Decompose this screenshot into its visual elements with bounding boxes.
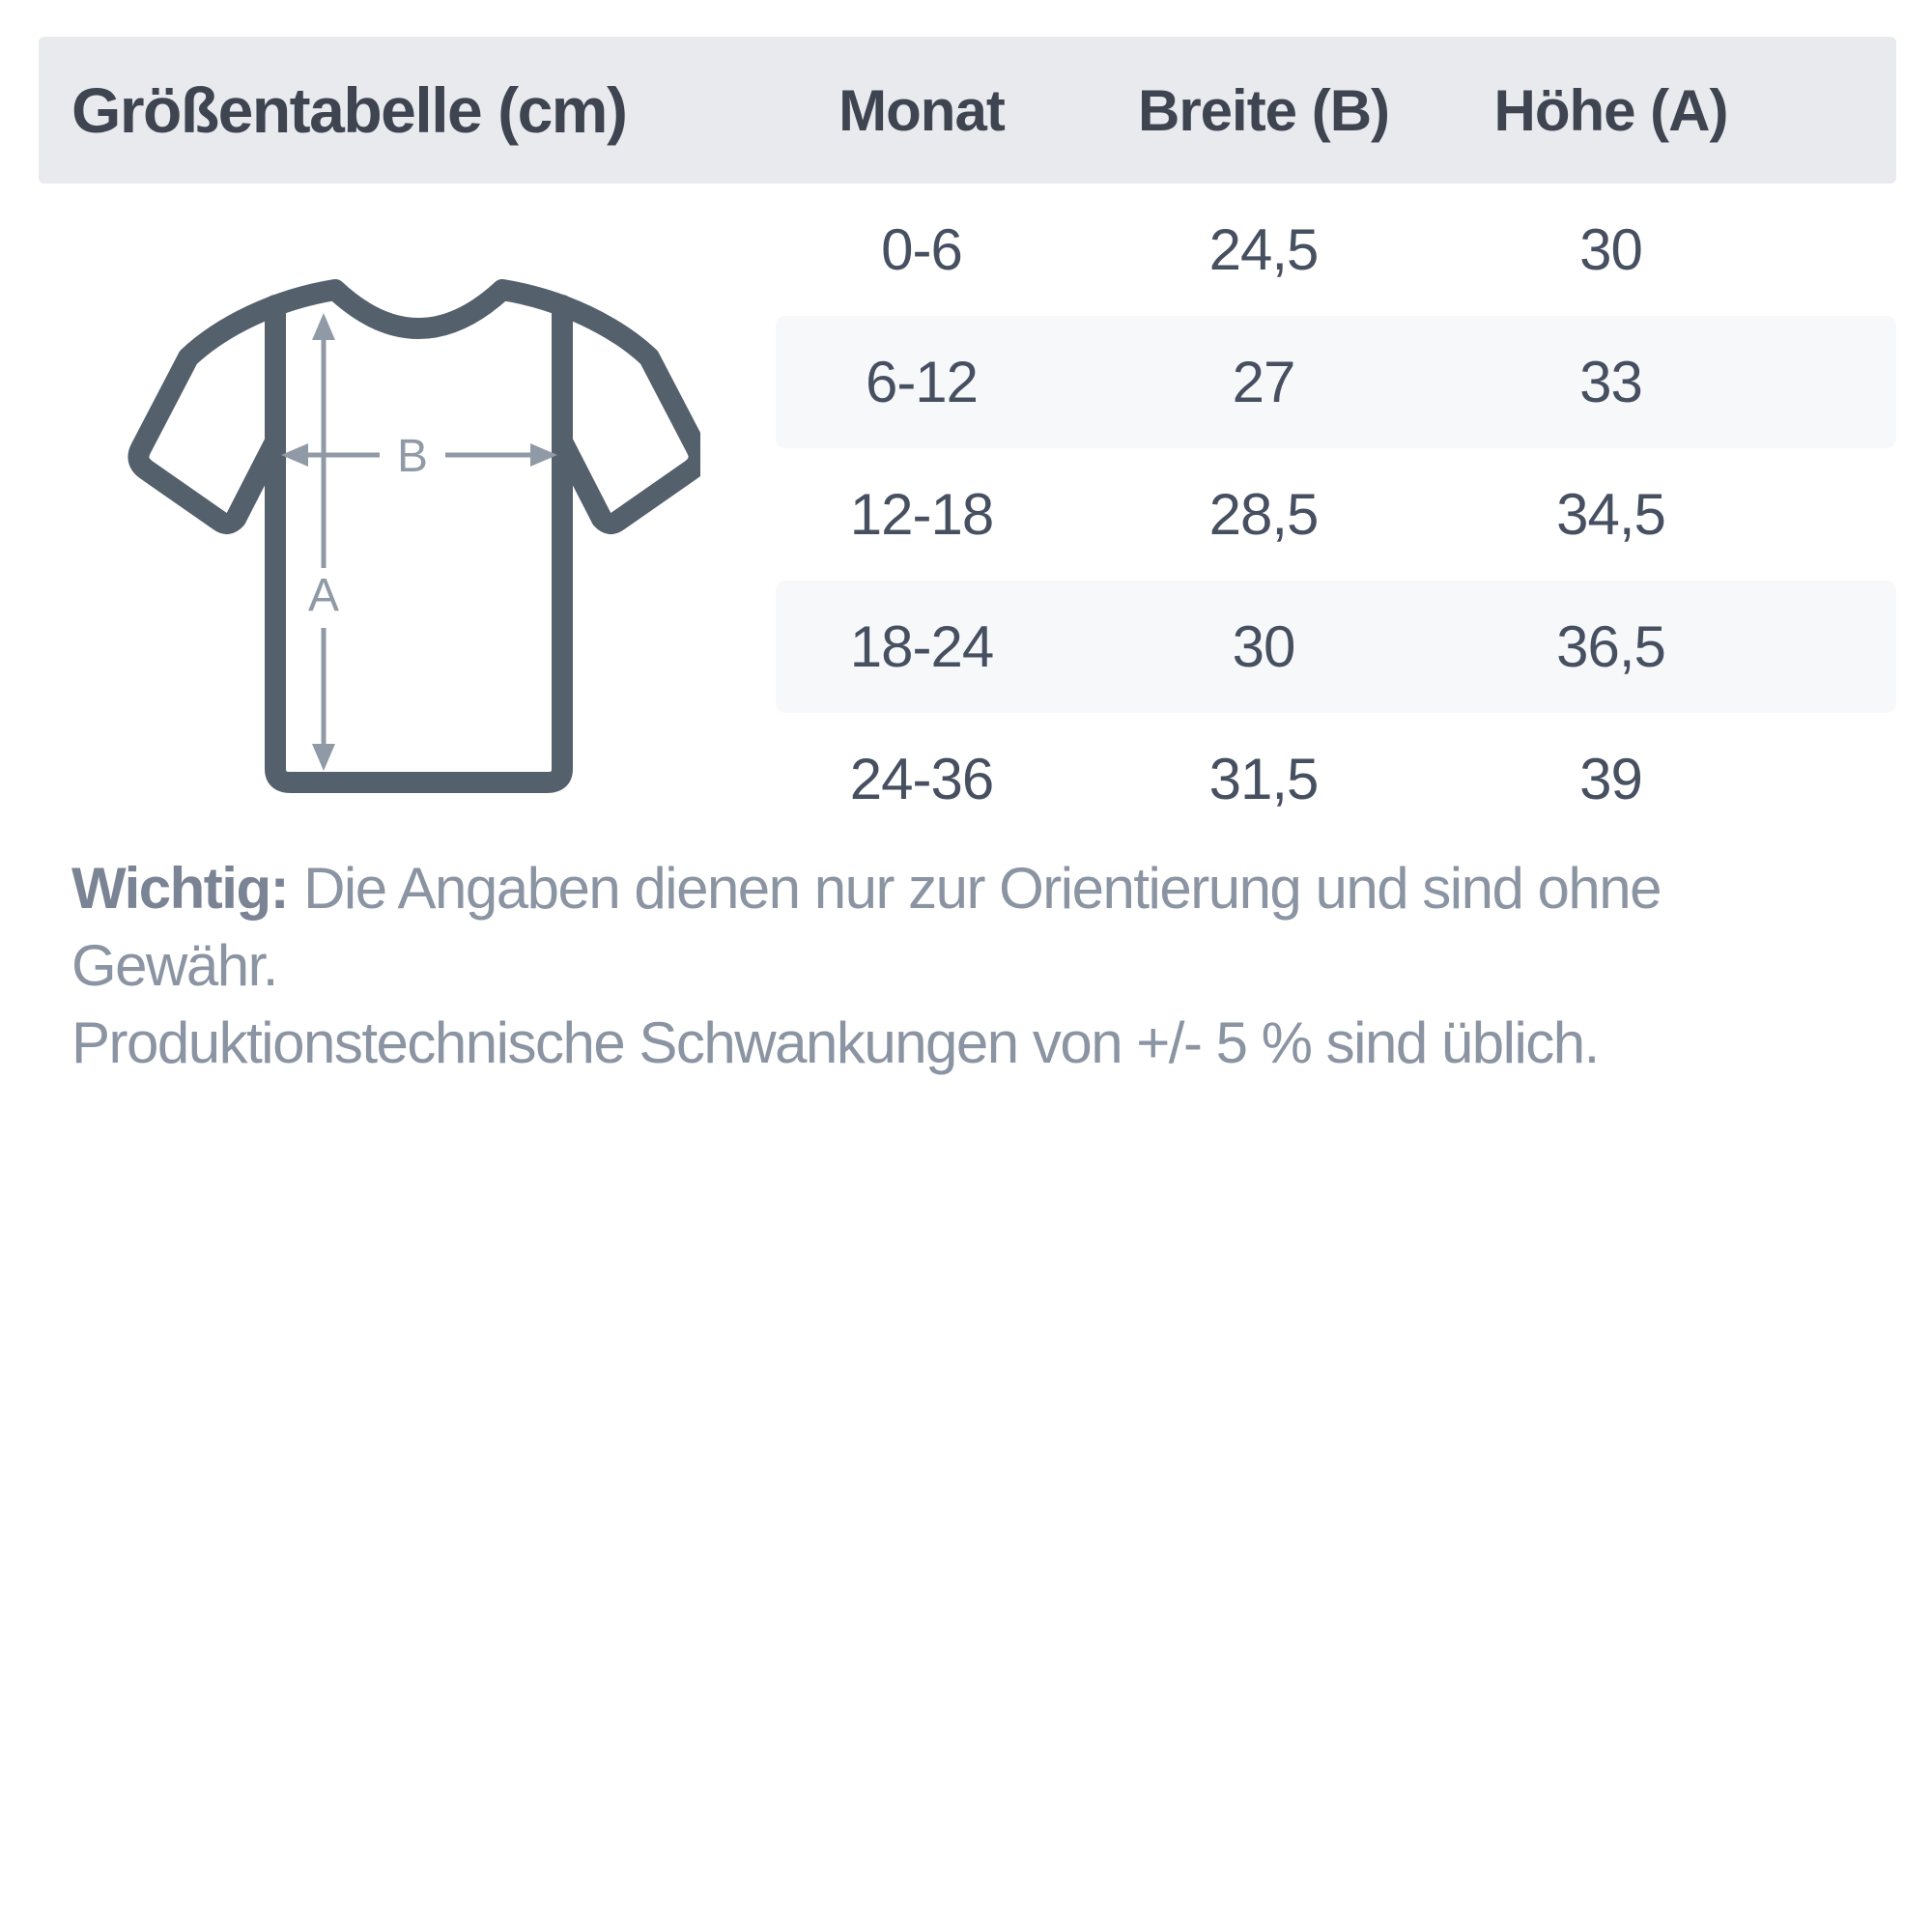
tshirt-measurement-icon: A B — [128, 279, 710, 793]
disclaimer-note: Wichtig: Die Angaben dienen nur zur Orien… — [71, 850, 1839, 1082]
cell-monat: 6-12 — [865, 350, 979, 414]
column-headers: Monat Breite (B) Höhe (A) — [776, 77, 1896, 144]
column-header-monat: Monat — [838, 77, 1006, 143]
table-row: 6-12 27 33 — [776, 316, 1896, 448]
column-header-breite: Breite (B) — [1137, 77, 1390, 143]
cell-hoehe: 39 — [1579, 747, 1643, 811]
table-row: 18-24 30 36,5 — [776, 581, 1896, 713]
cell-monat: 24-36 — [849, 747, 994, 811]
arrowhead-down-icon — [312, 744, 335, 771]
table-row: 0-6 24,5 30 — [776, 184, 1896, 316]
page-title: Größentabelle (cm) — [71, 74, 628, 146]
cell-hoehe: 30 — [1579, 217, 1643, 282]
cell-hoehe: 34,5 — [1556, 482, 1666, 547]
tshirt-outline — [128, 279, 710, 793]
size-table: 0-6 24,5 30 6-12 27 33 12-18 28,5 34,5 1… — [776, 184, 1896, 845]
cell-monat: 18-24 — [849, 614, 994, 679]
table-row: 24-36 31,5 39 — [776, 713, 1896, 845]
cell-breite: 27 — [1232, 350, 1296, 414]
note-line2: Produktionstechnische Schwankungen von +… — [71, 1010, 1600, 1075]
arrowhead-up-icon — [312, 313, 335, 340]
arrowhead-right-icon — [530, 443, 557, 467]
table-row: 12-18 28,5 34,5 — [776, 448, 1896, 581]
note-important-label: Wichtig: — [71, 856, 290, 921]
cell-breite: 31,5 — [1208, 747, 1320, 811]
column-header-hoehe: Höhe (A) — [1493, 77, 1729, 143]
width-label-b: B — [397, 431, 428, 482]
cell-breite: 24,5 — [1208, 217, 1320, 282]
cell-hoehe: 36,5 — [1556, 614, 1666, 679]
size-chart-header: Größentabelle (cm) Monat Breite (B) Höhe… — [39, 37, 1896, 184]
tshirt-body — [128, 279, 710, 793]
note-line1: Wichtig: Die Angaben dienen nur zur Orien… — [71, 850, 1839, 1005]
note-line1-text: Die Angaben dienen nur zur Orientierung … — [71, 856, 1662, 998]
cell-breite: 28,5 — [1208, 482, 1320, 547]
cell-hoehe: 33 — [1579, 350, 1643, 414]
height-label-a: A — [308, 570, 339, 621]
cell-breite: 30 — [1232, 614, 1296, 679]
tshirt-diagram: A B — [121, 249, 710, 805]
width-arrow-b — [281, 443, 557, 467]
cell-monat: 12-18 — [849, 482, 994, 547]
cell-monat: 0-6 — [881, 217, 963, 282]
arrowhead-left-icon — [281, 443, 308, 467]
